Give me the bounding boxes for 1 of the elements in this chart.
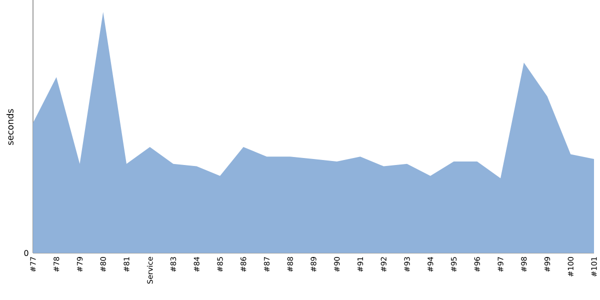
- y-axis-title: seconds: [6, 109, 14, 145]
